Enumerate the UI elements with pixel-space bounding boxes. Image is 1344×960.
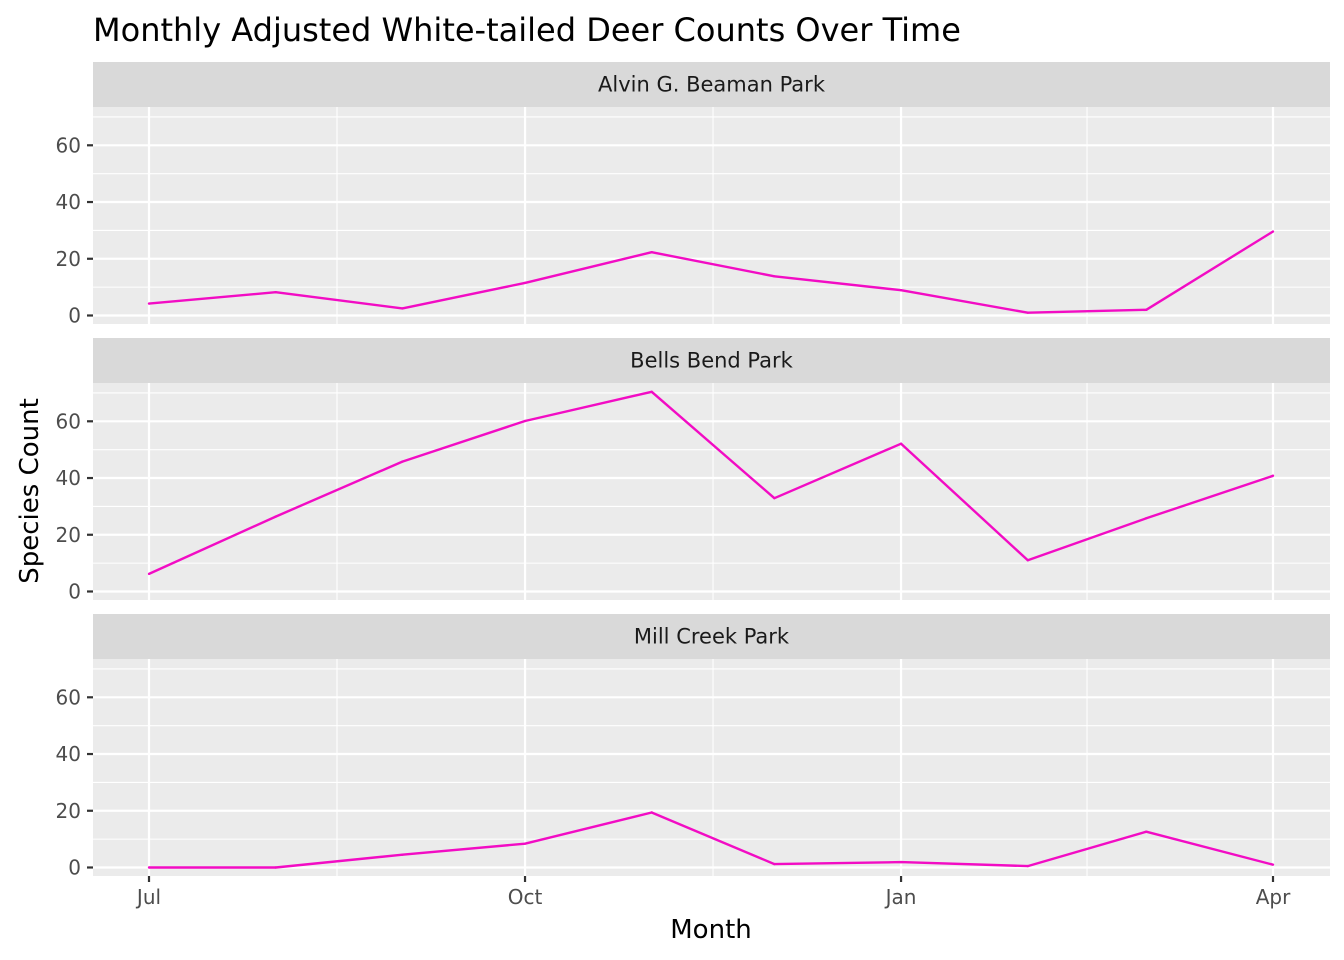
data-point [147, 572, 151, 576]
data-point [1026, 311, 1029, 314]
data-point [523, 842, 527, 845]
y-tick-label: 0 [68, 579, 81, 603]
panel-background [93, 659, 1330, 876]
data-point [1271, 474, 1275, 477]
data-point [773, 862, 776, 866]
y-tick-label: 20 [56, 799, 81, 823]
series-line-bells-bend-park [148, 390, 1274, 575]
y-tick-label: 20 [56, 247, 81, 271]
data-point [1145, 517, 1148, 520]
panel-background [93, 107, 1330, 324]
y-axis-title: Species Count [15, 398, 45, 584]
data-point [1271, 230, 1275, 233]
x-tick-label: Jul [135, 885, 161, 909]
facet-mill-creek-park: Mill Creek Park 0 20 40 60 [56, 614, 1330, 879]
data-point [650, 390, 653, 393]
data-point [523, 419, 527, 423]
data-point [650, 251, 653, 254]
data-point [899, 442, 903, 445]
data-point [1145, 308, 1148, 312]
data-point [147, 302, 151, 305]
x-tick-label: Jan [884, 885, 917, 909]
facet-alvin-g-beaman-park: Alvin G. Beaman Park 0 20 40 60 [56, 62, 1330, 327]
series-line-alvin-g-beaman-park [148, 230, 1274, 314]
facet-strip [93, 338, 1330, 383]
data-point [401, 853, 404, 856]
facet-strip-label: Bells Bend Park [630, 349, 793, 373]
data-point [274, 866, 277, 869]
data-point [773, 275, 776, 278]
facet-bells-bend-park: Bells Bend Park 0 20 40 60 [56, 338, 1330, 603]
data-point [1145, 830, 1148, 833]
data-point [650, 811, 653, 814]
x-tick-label: Apr [1256, 885, 1291, 909]
data-point [1271, 863, 1275, 866]
data-point [401, 460, 404, 463]
y-tick-label: 60 [56, 409, 81, 433]
data-point [1026, 559, 1029, 562]
y-tick-label: 40 [56, 742, 81, 766]
y-tick-label: 40 [56, 466, 81, 490]
data-point [773, 496, 776, 500]
x-axis: Jul Oct Jan Apr [135, 876, 1291, 909]
panel-background [93, 383, 1330, 600]
series-line-mill-creek-park [149, 811, 1274, 869]
data-point [899, 860, 903, 864]
y-tick-label: 60 [56, 133, 81, 157]
data-point [401, 307, 404, 310]
y-tick-label: 20 [56, 523, 81, 547]
facet-strip [93, 614, 1330, 659]
x-axis-title: Month [670, 915, 752, 945]
chart-title: Monthly Adjusted White-tailed Deer Count… [93, 11, 961, 49]
y-tick-label: 60 [56, 685, 81, 709]
facet-strip-label: Alvin G. Beaman Park [598, 73, 826, 97]
data-point [899, 289, 903, 292]
y-tick-label: 40 [56, 190, 81, 214]
facet-strip [93, 62, 1330, 107]
data-point [523, 281, 527, 285]
y-tick-label: 0 [68, 855, 81, 879]
y-tick-label: 0 [68, 303, 81, 327]
data-point [274, 291, 277, 294]
x-tick-label: Oct [508, 885, 543, 909]
data-point [147, 866, 151, 869]
data-point [1026, 864, 1029, 868]
facet-strip-label: Mill Creek Park [634, 625, 790, 649]
data-point [274, 515, 277, 518]
